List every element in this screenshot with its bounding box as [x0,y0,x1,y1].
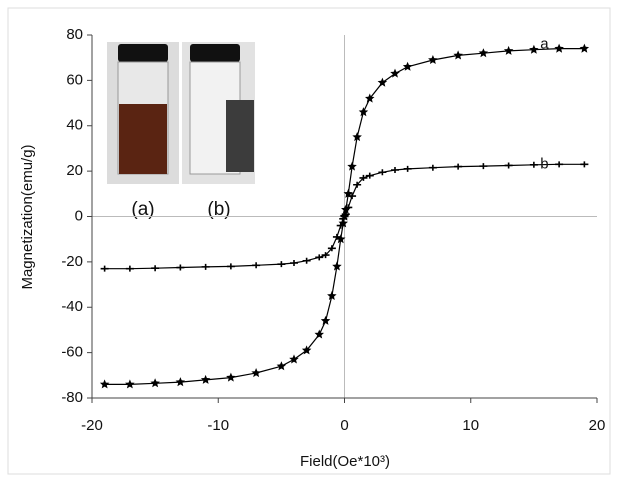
marker [332,233,341,240]
marker [302,257,311,264]
marker [327,290,337,300]
y-tick-label: -60 [61,344,83,361]
y-tick-label: 40 [66,117,83,134]
marker [503,45,514,55]
marker [151,265,160,272]
marker [150,378,160,388]
marker [554,43,564,53]
x-axis-label: Field(Oe*10³) [300,453,390,470]
marker [479,163,488,170]
marker [99,379,110,389]
y-axis-label: Magnetization(emu/g) [19,144,36,289]
marker [403,165,412,172]
marker [200,374,211,384]
marker [402,61,413,71]
marker [290,260,298,267]
y-tick-label: 20 [66,162,83,179]
x-tick-label: -20 [81,417,103,434]
x-tick-label: 0 [340,417,348,434]
marker [352,132,362,142]
inset-photo [107,42,255,184]
marker [327,245,336,252]
y-tick-label: -40 [61,298,83,315]
marker [377,77,388,87]
marker [125,265,134,272]
marker [100,265,109,272]
marker [301,345,312,355]
marker [390,68,400,78]
marker [226,263,235,270]
marker [175,377,186,387]
marker [336,222,345,229]
marker [579,43,590,53]
marker [332,261,342,271]
marker [478,48,489,58]
series-label: b [540,155,548,172]
marker [358,107,369,117]
chart-border [7,7,611,475]
marker [365,93,375,103]
marker [315,254,324,261]
y-tick-label: 80 [66,26,83,43]
marker [378,169,387,176]
y-tick-label: -80 [61,389,83,406]
marker [252,262,261,269]
marker [348,193,357,200]
marker [529,161,538,168]
marker [580,161,589,168]
marker [428,55,438,64]
marker [201,263,210,270]
marker [453,50,463,60]
y-tick-label: 0 [75,207,83,224]
marker [320,315,331,325]
marker [176,264,185,271]
marker [365,172,374,179]
marker [341,204,351,214]
marker [276,361,287,371]
marker [353,181,362,188]
marker [344,204,353,211]
marker [359,174,368,181]
marker [529,44,539,54]
marker [314,329,324,339]
marker [226,372,236,382]
marker [336,234,346,244]
series-label: a [540,36,549,53]
marker [428,164,437,171]
marker [277,261,286,268]
marker [504,162,513,169]
inset-label: (a) [131,199,154,220]
marker [454,163,463,170]
y-tick-label: -20 [61,253,83,270]
inset-label: (b) [207,199,230,220]
marker [391,166,399,173]
marker [555,161,564,168]
marker [321,252,330,259]
marker [125,379,135,389]
marker [289,354,299,364]
x-tick-label: 10 [462,417,479,434]
x-tick-label: 20 [589,417,606,434]
marker [341,211,350,218]
x-tick-label: -10 [207,417,229,434]
y-tick-label: 60 [66,71,83,88]
marker [251,368,261,378]
marker [347,161,357,171]
